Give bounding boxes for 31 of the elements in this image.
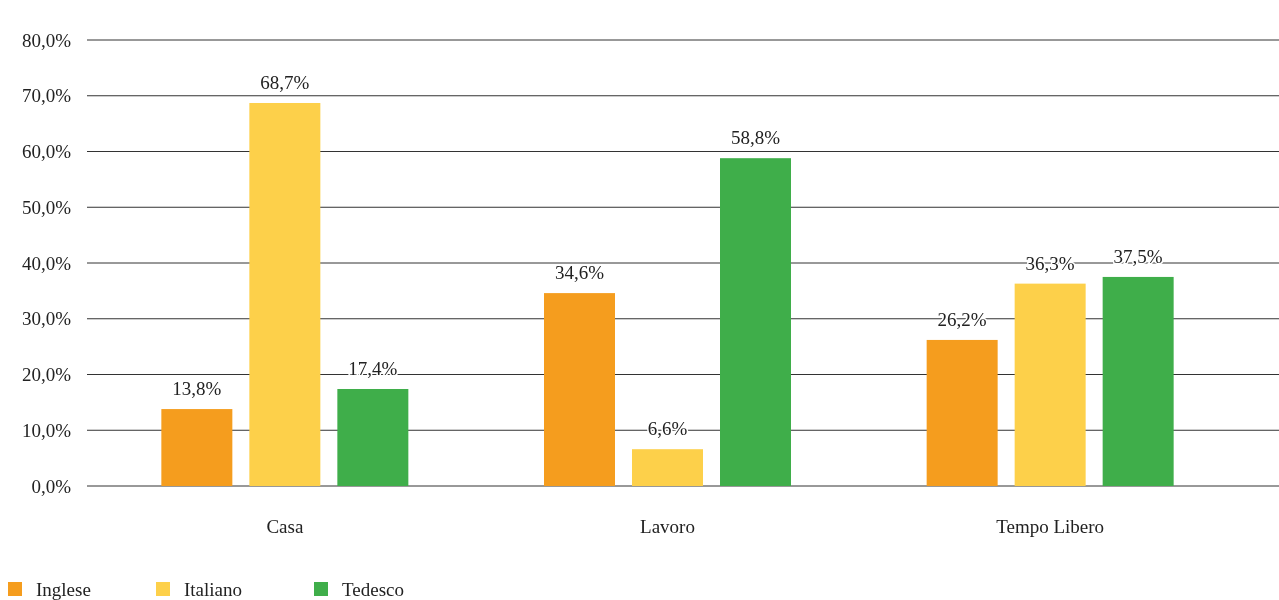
y-tick-label: 60,0%	[21, 141, 72, 163]
data-label: 36,3%	[1025, 252, 1075, 274]
data-label: 17,4%	[348, 357, 398, 379]
bar	[1102, 276, 1174, 486]
x-tick-label: Tempo Libero	[996, 516, 1105, 537]
data-label: 58,8%	[730, 127, 781, 149]
y-tick-label: 80,0%	[21, 29, 72, 51]
y-tick-label: 20,0%	[21, 364, 72, 386]
y-tick-label: 30,0%	[21, 308, 72, 330]
bar	[926, 339, 998, 486]
legend-label: Tedesco	[342, 578, 404, 600]
y-tick-label: 10,0%	[21, 419, 72, 441]
x-tick-label: Casa	[266, 516, 304, 537]
y-tick-label: 0,0%	[31, 475, 72, 497]
bar	[1014, 283, 1086, 486]
y-tick-label: 70,0%	[21, 85, 72, 107]
bar	[720, 158, 791, 486]
y-tick-label: 50,0%	[21, 196, 72, 218]
y-tick-label: 40,0%	[21, 252, 72, 274]
data-label: 37,5%	[1113, 245, 1163, 267]
data-label: 34,6%	[554, 262, 605, 284]
data-label: 68,7%	[260, 72, 310, 93]
bar	[161, 409, 233, 486]
legend-label: Inglese	[36, 578, 91, 600]
legend-label: Italiano	[184, 578, 243, 600]
bar	[337, 389, 409, 486]
bar	[544, 293, 615, 486]
x-tick-label: Lavoro	[640, 516, 695, 537]
bar	[249, 103, 321, 486]
data-label: 13,8%	[172, 378, 222, 400]
bar	[632, 449, 703, 486]
